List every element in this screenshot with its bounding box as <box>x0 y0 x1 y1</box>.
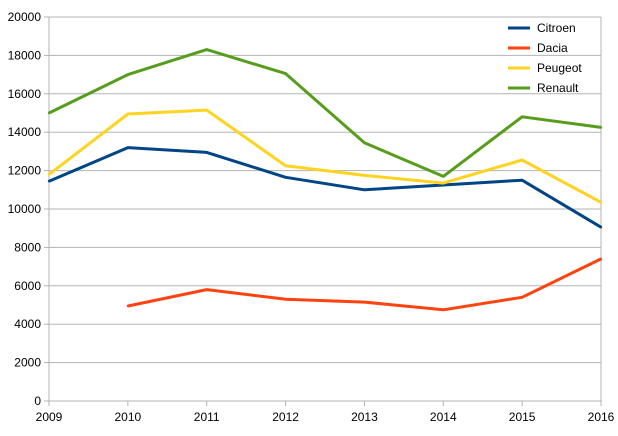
legend-label-citroen: Citroen <box>537 21 576 35</box>
x-axis-ticks: 2009 2010 2011 2012 2013 2014 2015 2016 <box>36 401 615 424</box>
data-point-renault <box>205 48 208 51</box>
data-point-dacia <box>363 300 366 304</box>
legend-label-peugeot: Peugeot <box>537 61 582 75</box>
data-point-citroen <box>47 179 51 183</box>
x-tick-label: 2016 <box>588 410 615 424</box>
x-tick-label: 2014 <box>430 410 457 424</box>
data-point-peugeot <box>520 158 524 162</box>
x-tick-label: 2015 <box>509 410 536 424</box>
x-tick-label: 2009 <box>36 410 63 424</box>
series-line-renault <box>48 48 602 178</box>
data-point-dacia <box>520 296 524 299</box>
data-point-renault <box>284 72 287 75</box>
data-point-citroen <box>205 151 208 154</box>
legend-label-renault: Renault <box>537 81 579 95</box>
data-point-renault <box>520 115 524 119</box>
data-point-peugeot <box>47 173 51 176</box>
x-tick-label: 2011 <box>194 410 220 424</box>
data-point-peugeot <box>599 201 603 204</box>
data-point-dacia <box>599 257 603 261</box>
grid-lines <box>49 16 601 402</box>
data-point-peugeot <box>363 174 366 177</box>
y-tick-label: 0 <box>34 394 41 408</box>
y-tick-label: 8000 <box>14 240 41 254</box>
data-point-dacia <box>442 308 445 311</box>
x-tick-label: 2010 <box>115 410 142 424</box>
data-point-dacia <box>284 298 287 301</box>
data-point-citroen <box>520 179 524 182</box>
y-tick-label: 20000 <box>8 10 42 24</box>
data-point-citroen <box>284 176 287 179</box>
y-tick-label: 10000 <box>8 202 42 216</box>
data-point-renault <box>363 141 366 144</box>
data-point-renault <box>599 126 603 129</box>
series-lines <box>47 48 603 312</box>
y-tick-label: 2000 <box>14 356 41 370</box>
data-point-dacia <box>126 304 130 308</box>
x-tick-label: 2013 <box>351 410 378 424</box>
data-point-citroen <box>599 226 603 229</box>
y-tick-label: 14000 <box>8 125 42 139</box>
y-tick-label: 12000 <box>8 164 42 178</box>
data-point-renault <box>442 175 445 178</box>
y-axis-ticks: 0 2000 4000 6000 8000 10000 12000 14000 16000 180… <box>8 10 49 408</box>
data-point-peugeot <box>442 181 445 185</box>
data-point-peugeot <box>284 164 287 167</box>
y-tick-label: 4000 <box>14 317 41 331</box>
data-point-peugeot <box>205 108 208 112</box>
data-point-peugeot <box>126 112 130 116</box>
data-point-renault <box>126 73 130 76</box>
series-line-citroen <box>48 146 602 229</box>
x-tick-label: 2012 <box>272 410 299 424</box>
data-point-citroen <box>363 188 366 191</box>
legend-label-dacia: Dacia <box>537 41 568 55</box>
y-tick-label: 6000 <box>14 279 41 293</box>
data-point-renault <box>47 111 51 115</box>
series-line-peugeot <box>48 108 602 204</box>
y-tick-label: 18000 <box>8 48 42 62</box>
y-tick-label: 16000 <box>8 87 42 101</box>
data-point-citroen <box>126 146 130 149</box>
legend: Citroen Dacia Peugeot Renault <box>508 21 582 95</box>
data-point-dacia <box>205 288 208 291</box>
